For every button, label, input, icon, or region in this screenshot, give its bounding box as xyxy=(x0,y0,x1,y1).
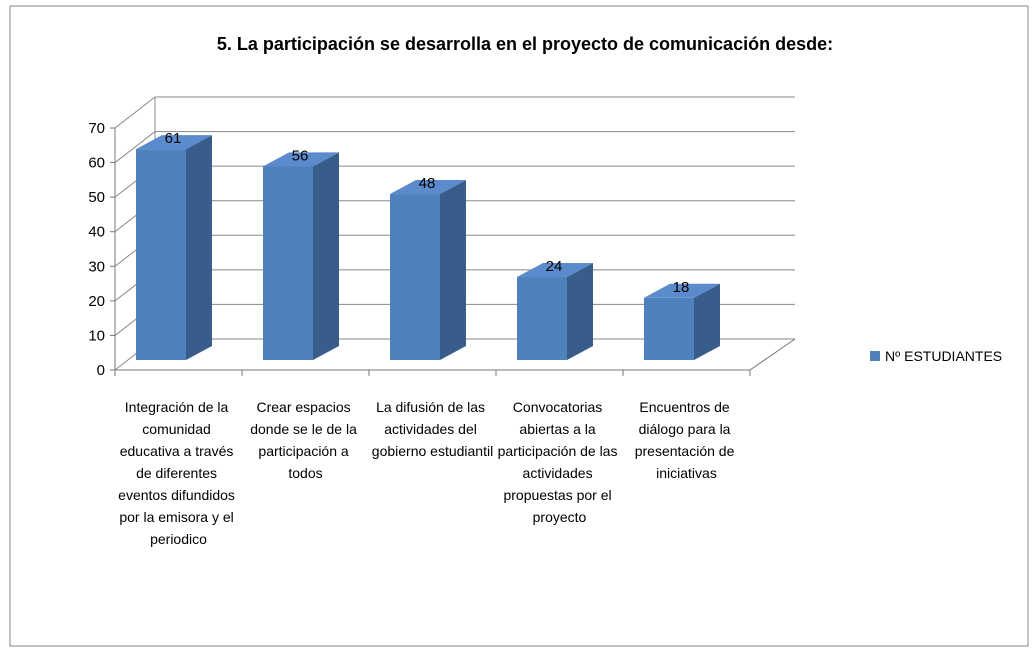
x-tick-label-line: educativa a través xyxy=(120,443,238,459)
bar-top xyxy=(263,152,339,167)
bar-top xyxy=(136,135,212,150)
x-tick-label-line: participación a xyxy=(258,443,352,459)
x-tick-label: Crear espacios donde se le de la partici… xyxy=(250,399,361,481)
data-label: 24 xyxy=(546,258,563,275)
x-tick-label-line: todos xyxy=(288,465,322,481)
y-tick-label: 60 xyxy=(88,155,105,172)
x-tick-label: Convocatorias abiertas a la participació… xyxy=(498,399,622,525)
x-tick-label-line: diálogo para la xyxy=(639,421,735,437)
x-tick-label-line: propuestas por el xyxy=(503,487,615,503)
x-tick-label: La difusión de las actividades del gobie… xyxy=(372,399,493,459)
grid-line xyxy=(114,131,156,163)
y-tick-label: 40 xyxy=(88,224,105,241)
x-tick-label-line: Crear espacios xyxy=(256,399,354,415)
data-label: 61 xyxy=(165,130,182,147)
x-tick-label-line: de diferentes xyxy=(136,465,221,481)
y-tick-label: 50 xyxy=(88,189,105,206)
x-tick-label-line: donde se le de la xyxy=(250,421,361,437)
x-tick-label-line: iniciativas xyxy=(656,465,717,481)
bar-top xyxy=(644,283,720,298)
x-tick-label: Encuentros de diálogo para la presentaci… xyxy=(635,399,739,481)
bar-top xyxy=(390,180,466,195)
x-tick-label-line: presentación de xyxy=(635,443,739,459)
floor-side xyxy=(749,338,796,371)
grid-line xyxy=(114,96,156,129)
bar xyxy=(136,149,186,360)
y-tick-label: 70 xyxy=(88,120,105,137)
legend-label: Nº ESTUDIANTES xyxy=(885,348,1002,364)
x-tick-label-line: actividades xyxy=(523,465,597,481)
y-tick-label: 10 xyxy=(88,327,105,344)
x-tick-label-line: por la emisora y el xyxy=(119,509,237,525)
x-tick-label-line: eventos difundidos xyxy=(118,487,239,503)
bar-side xyxy=(313,152,339,360)
x-tick-label-line: Encuentros de xyxy=(639,399,733,415)
y-tick-label: 0 xyxy=(97,362,105,379)
bar xyxy=(644,297,694,360)
y-tick-label: 30 xyxy=(88,258,105,275)
x-tick-label-line: participación de las xyxy=(498,443,622,459)
x-tick-label-line: La difusión de las xyxy=(376,399,489,415)
bar xyxy=(263,166,313,360)
chart-title: 5. La participación se desarrolla en el … xyxy=(217,34,833,54)
bar-side xyxy=(694,283,720,360)
bar-side xyxy=(440,180,466,360)
legend-swatch xyxy=(870,351,880,361)
x-tick-label-line: abiertas a la xyxy=(519,421,599,437)
data-label: 56 xyxy=(292,147,309,164)
x-tick-label-line: gobierno estudiantil xyxy=(372,443,493,459)
bar-top xyxy=(517,263,593,278)
data-label: 18 xyxy=(673,279,690,296)
x-tick-label-line: periodico xyxy=(150,531,207,547)
data-label: 48 xyxy=(419,175,436,192)
bar xyxy=(390,194,440,360)
bar-side xyxy=(186,135,212,360)
bar-side xyxy=(567,263,593,360)
x-tick-label-line: comunidad xyxy=(142,421,214,437)
x-tick-label-line: Convocatorias xyxy=(513,399,606,415)
y-tick-label: 20 xyxy=(88,293,105,310)
x-tick-label-line: proyecto xyxy=(533,509,587,525)
x-tick-label: Integración de la comunidad educativa a … xyxy=(118,399,239,547)
x-tick-label-line: Integración de la xyxy=(125,399,232,415)
bar xyxy=(517,277,567,360)
x-tick-label-line: actividades del xyxy=(384,421,481,437)
